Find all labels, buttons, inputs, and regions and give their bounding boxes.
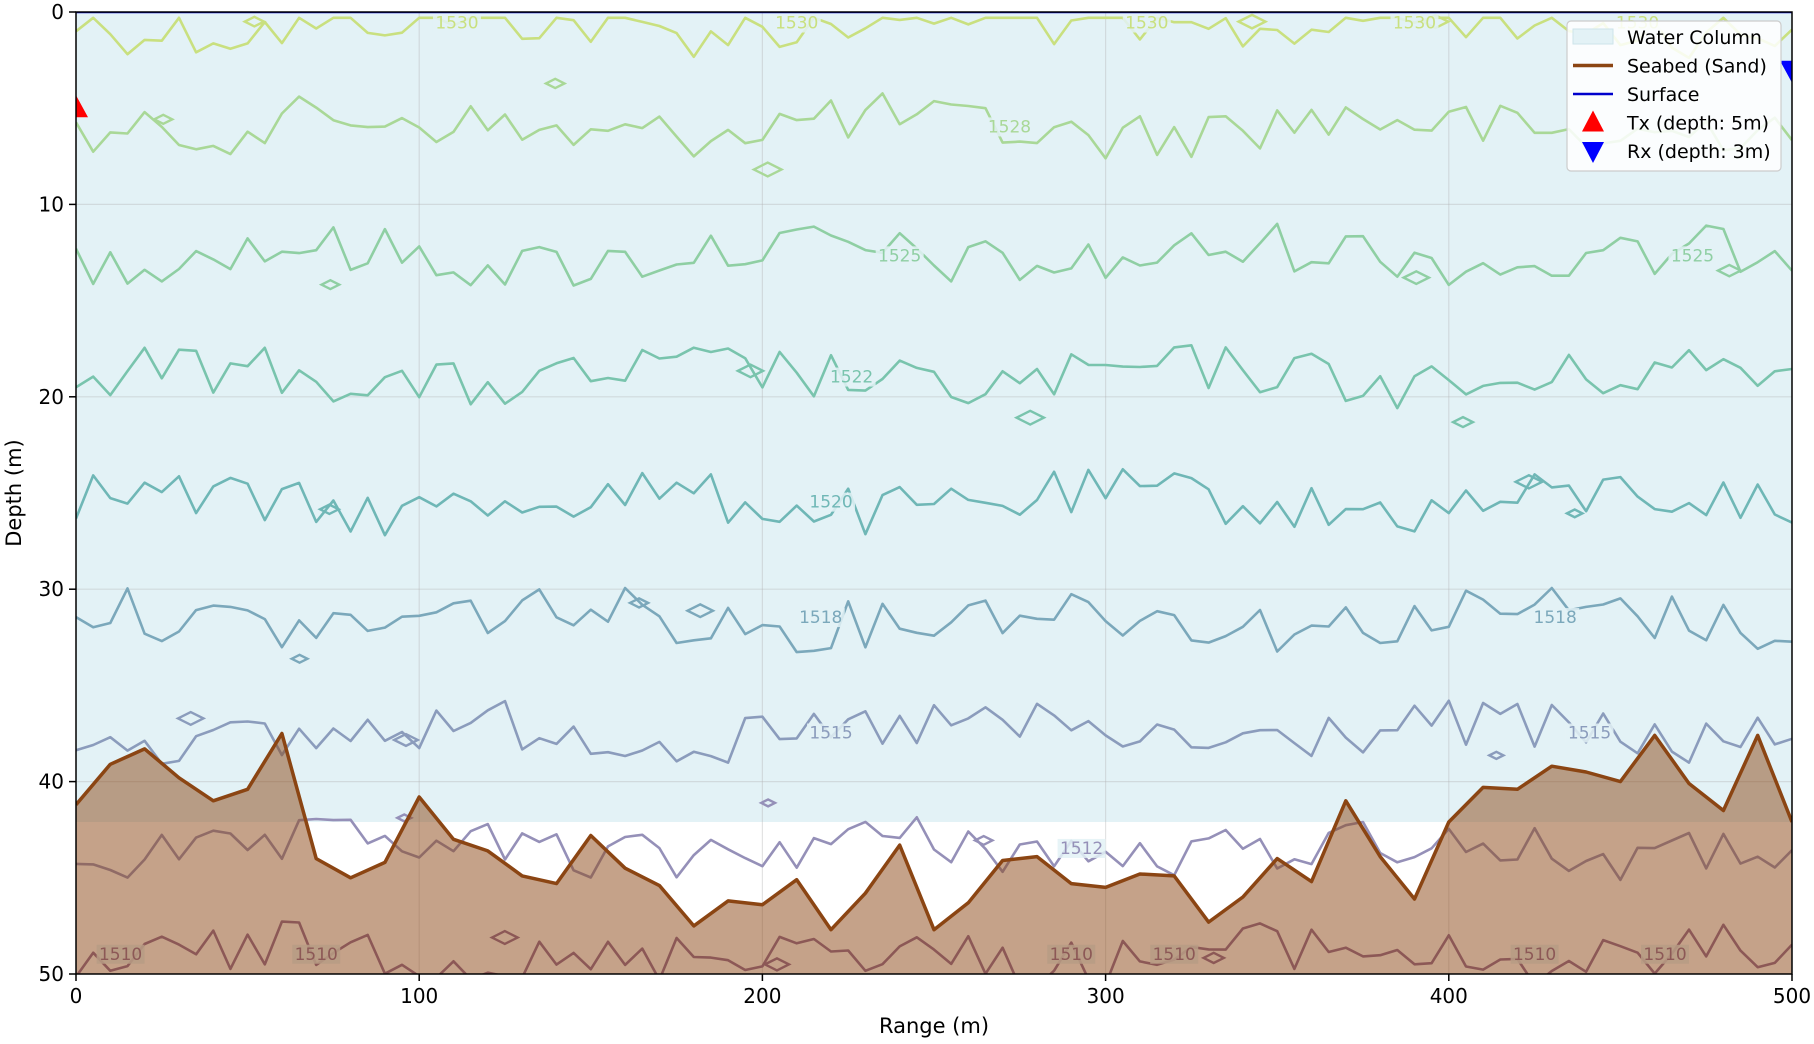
contour-line — [76, 16, 1792, 60]
contour-island — [1235, 13, 1269, 30]
contour-island — [289, 653, 311, 665]
contour-label-background — [772, 13, 821, 33]
contour-island — [735, 363, 766, 379]
contour-island — [1450, 415, 1476, 429]
contour-label: 1515 — [809, 724, 852, 744]
legend-label: Seabed (Sand) — [1627, 56, 1767, 78]
legend: Water Column Seabed (Sand) Surface Tx (dept… — [1566, 20, 1782, 172]
contour-label: 1530 — [435, 14, 478, 34]
contour-level-1522: 1522 — [76, 343, 1792, 429]
contour-island — [151, 113, 175, 126]
y-tick-label: 50 — [39, 962, 64, 986]
contour-label-background — [827, 367, 876, 387]
contour-label-background — [1122, 13, 1171, 33]
legend-label: Water Column — [1627, 27, 1762, 49]
contour-island — [627, 597, 651, 609]
contour-label-background — [985, 117, 1034, 137]
x-tick-label: 200 — [743, 984, 781, 1008]
contour-level-1528: 1528 — [76, 77, 1792, 178]
contour-label: 1520 — [809, 493, 852, 513]
contour-label-background — [807, 492, 856, 512]
legend-handle-rx — [1582, 142, 1604, 163]
contour-label: 1525 — [878, 246, 921, 266]
axes: 0 100 200 300 400 500 0 10 20 30 40 50 — [39, 0, 1812, 1008]
x-axis-title: Range (m) — [879, 1014, 989, 1038]
contour-island — [1400, 269, 1432, 286]
contour-line — [76, 699, 1792, 766]
contour-level-1518: 1518 1518 — [76, 586, 1792, 665]
x-tick-label: 0 — [70, 984, 83, 1008]
y-tick-label: 20 — [39, 385, 64, 409]
contour-island — [684, 603, 716, 619]
contour-label-background — [796, 608, 845, 628]
legend-handle-tx — [1582, 110, 1604, 132]
contour-label: 1512 — [1060, 839, 1103, 859]
x-tick-label: 100 — [400, 984, 438, 1008]
contour-level-1520: 1520 — [76, 467, 1792, 537]
contour-island — [751, 161, 785, 178]
contour-line — [76, 586, 1792, 654]
y-tick-label: 40 — [39, 770, 64, 794]
water-column-area — [76, 12, 1792, 823]
contour-island — [972, 834, 996, 847]
y-tick-label: 30 — [39, 577, 64, 601]
tx-marker — [76, 95, 88, 118]
contour-label: 1518 — [1534, 608, 1577, 628]
contour-island — [1013, 409, 1047, 426]
contour-label-background — [1057, 838, 1106, 858]
contour-label: 1522 — [830, 368, 873, 388]
contour-island — [391, 732, 421, 748]
contour-label: 1518 — [799, 608, 842, 628]
legend-label: Tx (depth: 5m) — [1626, 113, 1769, 135]
legend-handle-water-column — [1572, 28, 1614, 45]
contour-label: 1530 — [1393, 14, 1436, 34]
contour-island — [1512, 473, 1545, 490]
plot-content: 1530153015301530153015281525152515221520… — [76, 12, 1792, 974]
contour-island — [543, 77, 568, 90]
plot-area: 1530153015301530153015281525152515221520… — [76, 12, 1792, 974]
contour-island — [758, 798, 778, 808]
legend-label: Rx (depth: 3m) — [1627, 141, 1771, 163]
contour-island — [1715, 263, 1744, 278]
y-tick-label: 10 — [39, 192, 64, 216]
contour-island — [1564, 508, 1586, 519]
seabed-fill — [76, 733, 1792, 974]
axes-frame — [75, 11, 1793, 975]
rx-marker — [1780, 60, 1792, 83]
contour-label: 1528 — [988, 117, 1031, 137]
contour-line — [76, 343, 1792, 410]
contour-label-background — [875, 246, 924, 266]
contour-label: 1515 — [1568, 724, 1611, 744]
contour-label: 1525 — [1671, 246, 1714, 266]
contour-level-1525: 1525 1525 — [76, 222, 1792, 291]
y-axis-title: Depth (m) — [2, 439, 26, 546]
contour-label-background — [807, 723, 856, 743]
seabed-line — [76, 731, 1792, 932]
contour-label: 1530 — [775, 14, 818, 34]
legend-label: Surface — [1627, 84, 1699, 106]
contour-line — [76, 222, 1792, 287]
contour-island — [317, 503, 342, 516]
x-tick-label: 300 — [1087, 984, 1125, 1008]
x-tick-label: 400 — [1430, 984, 1468, 1008]
contour-island — [242, 15, 267, 28]
contour-label-background — [1668, 246, 1717, 266]
contour-level-1530: 15301530153015301530 — [76, 13, 1792, 60]
contour-island — [318, 278, 342, 291]
x-tick-label: 500 — [1773, 984, 1811, 1008]
contour-label-background — [1390, 13, 1439, 33]
contour-island — [1486, 750, 1507, 761]
contour-line — [76, 467, 1792, 537]
contour-label-background — [1531, 608, 1580, 628]
contour-label: 1530 — [1125, 14, 1168, 34]
contour-level-1515: 1515 1515 — [76, 699, 1792, 766]
contour-island — [175, 710, 207, 727]
contour-label-background — [432, 13, 481, 33]
legend-box — [1566, 20, 1782, 172]
y-tick-label: 0 — [51, 0, 64, 24]
contour-line — [76, 92, 1792, 160]
contour-label-background — [1565, 723, 1614, 743]
